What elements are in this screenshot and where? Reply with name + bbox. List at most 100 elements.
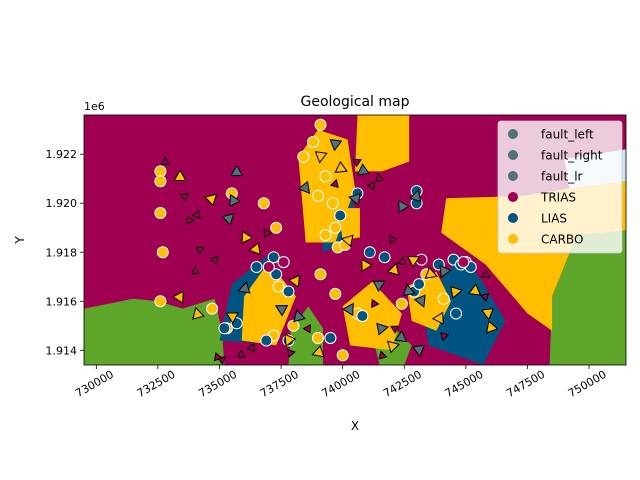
fault-marker-fault-right-4 bbox=[314, 151, 328, 164]
x-tick-label-3: 737500 bbox=[258, 368, 301, 400]
fault-marker-fault-lr-8 bbox=[329, 178, 339, 189]
fault-marker-fault-right-2 bbox=[241, 230, 254, 244]
fault-marker-fault-right-17 bbox=[450, 285, 463, 299]
fault-marker-fault-left-8 bbox=[408, 189, 422, 203]
fault-marker-fault-lr-25 bbox=[371, 298, 380, 309]
point-carbo-15 bbox=[312, 189, 324, 202]
legend-label-trias: TRIAS bbox=[540, 191, 576, 205]
chart-title: Geological map bbox=[301, 94, 410, 110]
x-tick-label-0: 730000 bbox=[73, 368, 116, 400]
fault-marker-fault-left-18 bbox=[394, 329, 408, 343]
fault-marker-fault-left-15 bbox=[293, 309, 306, 323]
point-lias-19 bbox=[450, 307, 462, 320]
fault-marker-fault-left-16 bbox=[342, 302, 354, 317]
point-lias-10 bbox=[363, 246, 376, 259]
legend: fault_left fault_right fault_lr TRIAS LIAS CA… bbox=[497, 120, 623, 254]
fault-marker-fault-lr-7 bbox=[263, 228, 272, 238]
fault-marker-fault-left-3 bbox=[297, 180, 311, 194]
fault-marker-fault-right-11 bbox=[288, 274, 301, 289]
point-carbo-17 bbox=[329, 221, 342, 234]
legend-marker-trias bbox=[508, 192, 518, 202]
fault-marker-fault-lr-3 bbox=[191, 209, 201, 220]
fault-marker-fault-left-11 bbox=[413, 294, 426, 308]
fault-marker-fault-left-19 bbox=[411, 344, 425, 358]
point-trias-3 bbox=[457, 256, 470, 269]
fault-marker-fault-right-19 bbox=[480, 308, 494, 321]
point-carbo-31 bbox=[395, 297, 408, 310]
y-tick-label-3: 1.920 bbox=[46, 197, 78, 210]
fault-marker-fault-right-0 bbox=[173, 169, 187, 181]
fault-marker-fault-right-6 bbox=[340, 234, 354, 248]
fault-marker-fault-lr-18 bbox=[236, 349, 246, 359]
fault-marker-fault-lr-11 bbox=[366, 181, 376, 191]
legend-marker-fault-left bbox=[508, 129, 518, 139]
fault-marker-fault-right-5 bbox=[334, 160, 348, 173]
point-trias-0 bbox=[262, 261, 275, 273]
fault-marker-fault-left-13 bbox=[237, 281, 251, 294]
legend-label-lias: LIAS bbox=[541, 212, 567, 226]
fault-marker-fault-lr-14 bbox=[389, 325, 400, 334]
x-tick-label-7: 747500 bbox=[504, 368, 547, 400]
x-tick-label-2: 735000 bbox=[196, 368, 239, 400]
fault-marker-fault-left-7 bbox=[398, 199, 410, 214]
fault-marker-fault-right-1 bbox=[204, 193, 218, 207]
y-tick-label-1: 1.916 bbox=[46, 295, 78, 308]
point-carbo-22 bbox=[329, 287, 342, 300]
x-tick-label-5: 742500 bbox=[381, 368, 424, 400]
axes-frame bbox=[83, 114, 627, 366]
legend-marker-lias bbox=[508, 213, 518, 223]
fault-marker-fault-right-8 bbox=[386, 262, 400, 276]
point-lias-1 bbox=[260, 334, 273, 347]
region-basement-0 bbox=[84, 298, 225, 365]
point-carbo-1 bbox=[154, 175, 167, 188]
fault-marker-fault-lr-15 bbox=[378, 350, 388, 360]
point-carbo-18 bbox=[319, 229, 332, 242]
point-carbo-2 bbox=[154, 207, 167, 219]
point-carbo-5 bbox=[206, 302, 219, 315]
fault-marker-fault-left-2 bbox=[229, 193, 242, 207]
fault-marker-fault-lr-13 bbox=[397, 256, 407, 266]
point-carbo-14 bbox=[319, 170, 332, 183]
legend-label-fault-right: fault_right bbox=[541, 149, 603, 163]
point-lias-3 bbox=[267, 251, 280, 264]
point-carbo-26 bbox=[336, 349, 349, 362]
legend-marker-fault-right bbox=[508, 150, 518, 160]
y-tick-label-4: 1.922 bbox=[46, 148, 78, 161]
x-tick-label-8: 750000 bbox=[566, 368, 609, 400]
point-lias-23 bbox=[324, 332, 337, 344]
fault-marker-fault-lr-1 bbox=[179, 192, 189, 202]
fault-marker-fault-lr-10 bbox=[374, 173, 385, 182]
legend-marker-fault-lr bbox=[508, 171, 518, 181]
fault-marker-fault-right-13 bbox=[311, 345, 325, 358]
region-carbo-11 bbox=[355, 115, 410, 172]
region-basement-3 bbox=[549, 230, 626, 365]
legend-label-carbo: CARBO bbox=[541, 233, 583, 247]
point-carbo-7 bbox=[257, 197, 270, 210]
fault-marker-fault-lr-20 bbox=[213, 352, 223, 362]
fault-marker-fault-right-14 bbox=[225, 312, 240, 324]
fault-marker-fault-left-17 bbox=[376, 322, 389, 336]
fault-marker-fault-right-22 bbox=[386, 340, 400, 354]
fault-marker-fault-lr-24 bbox=[480, 293, 490, 303]
point-carbo-30 bbox=[272, 280, 285, 293]
legend-label-fault-lr: fault_lr bbox=[541, 170, 583, 184]
point-carbo-12 bbox=[307, 136, 320, 148]
fault-marker-fault-right-20 bbox=[485, 320, 499, 334]
fault-marker-fault-right-10 bbox=[424, 266, 438, 279]
fault-marker-fault-left-9 bbox=[372, 280, 386, 293]
x-tick-label-4: 740000 bbox=[319, 368, 362, 400]
fault-marker-fault-left-1 bbox=[221, 213, 235, 226]
point-carbo-21 bbox=[314, 268, 327, 281]
legend-marker-carbo bbox=[508, 234, 518, 244]
point-lias-8 bbox=[334, 209, 347, 222]
fault-marker-fault-left-4 bbox=[329, 138, 343, 152]
y-tick-label-2: 1.918 bbox=[46, 246, 78, 259]
fault-marker-fault-right-21 bbox=[431, 311, 444, 325]
point-carbo-13 bbox=[314, 118, 327, 131]
fault-marker-fault-lr-23 bbox=[480, 269, 491, 278]
fault-marker-fault-lr-9 bbox=[352, 158, 362, 168]
point-lias-5 bbox=[282, 285, 295, 298]
point-carbo-24 bbox=[312, 332, 324, 344]
fault-marker-fault-lr-4 bbox=[195, 245, 205, 255]
point-lias-20 bbox=[413, 278, 426, 291]
